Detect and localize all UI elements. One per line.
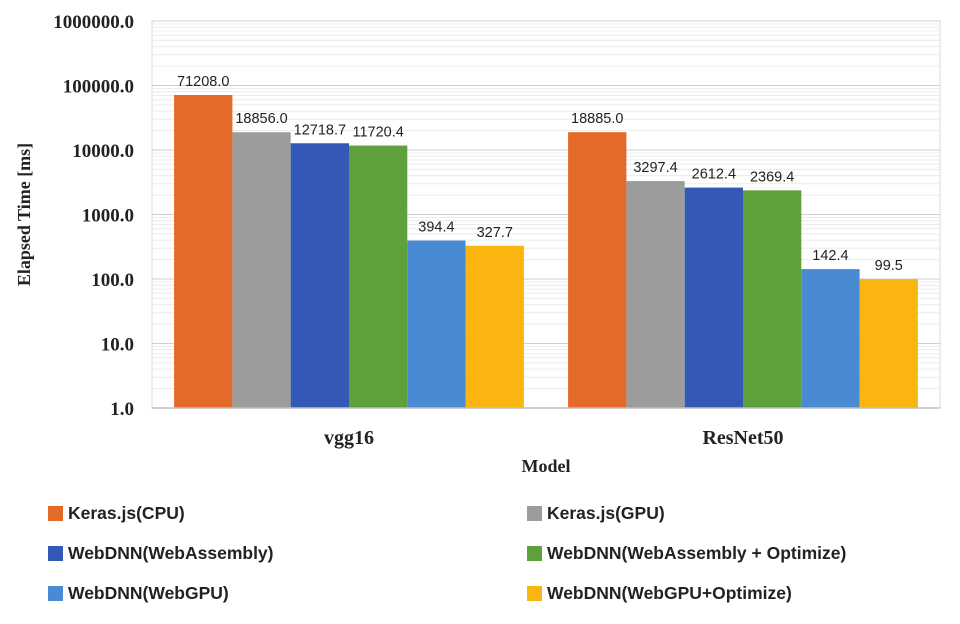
data-label: 394.4 — [418, 220, 454, 236]
legend-label: WebDNN(WebAssembly + Optimize) — [547, 543, 846, 563]
legend-swatch — [48, 506, 63, 521]
data-label: 2612.4 — [692, 167, 736, 183]
x-category-label: vgg16 — [324, 427, 374, 449]
legend-swatch — [527, 506, 542, 521]
bar — [290, 143, 349, 409]
y-tick-label: 1000000.0 — [53, 12, 134, 33]
data-label: 99.5 — [875, 258, 903, 274]
data-label: 18856.0 — [235, 111, 287, 127]
y-axis-tick-labels: 1.0 10.0 100.0 1000.0 10000.0 100000.0 1000000… — [53, 12, 134, 420]
y-tick-label: 1.0 — [110, 399, 134, 420]
data-label: 142.4 — [812, 248, 848, 264]
legend-item: Keras.js(CPU) — [48, 503, 185, 523]
data-label: 71208.0 — [177, 74, 229, 90]
legend-item: WebDNN(WebGPU+Optimize) — [527, 583, 792, 603]
bar — [684, 187, 743, 408]
y-tick-label: 100.0 — [91, 270, 134, 291]
y-tick-label: 1000.0 — [82, 206, 134, 227]
y-tick-label: 10000.0 — [72, 141, 134, 162]
legend-swatch — [527, 546, 542, 561]
legend-swatch — [48, 586, 63, 601]
legend-label: WebDNN(WebGPU+Optimize) — [547, 583, 792, 603]
data-label: 3297.4 — [633, 160, 677, 176]
legend-item: WebDNN(WebAssembly + Optimize) — [527, 543, 846, 563]
legend-label: Keras.js(GPU) — [547, 503, 665, 523]
data-labels: 71208.0 18856.0 12718.7 11720.4 394.4 327.7 18… — [177, 74, 903, 274]
legend-label: WebDNN(WebAssembly) — [68, 543, 274, 563]
legend-swatch — [527, 586, 542, 601]
y-axis-title: Elapsed Time [ms] — [14, 143, 34, 286]
legend-item: WebDNN(WebGPU) — [48, 583, 229, 603]
data-label: 18885.0 — [571, 111, 623, 127]
data-label: 12718.7 — [294, 122, 346, 138]
data-label: 327.7 — [477, 225, 513, 241]
bar — [174, 95, 233, 408]
bar — [626, 181, 685, 408]
bar — [859, 279, 918, 408]
y-tick-label: 100000.0 — [63, 77, 134, 98]
legend-item: WebDNN(WebAssembly) — [48, 543, 274, 563]
bar — [465, 245, 524, 408]
legend-item: Keras.js(GPU) — [527, 503, 665, 523]
legend-label: Keras.js(CPU) — [68, 503, 185, 523]
x-category-label: ResNet50 — [702, 427, 783, 449]
bar — [743, 190, 802, 408]
legend: Keras.js(CPU) Keras.js(GPU) WebDNN(WebAsse… — [48, 503, 846, 603]
legend-swatch — [48, 546, 63, 561]
bar — [407, 240, 466, 408]
bar — [568, 132, 627, 408]
bar — [801, 269, 860, 408]
data-label: 2369.4 — [750, 169, 794, 185]
bar — [232, 132, 291, 408]
x-axis-title: Model — [522, 456, 571, 476]
y-tick-label: 10.0 — [101, 335, 134, 356]
bar-series — [174, 95, 918, 409]
legend-label: WebDNN(WebGPU) — [68, 583, 229, 603]
bar — [349, 145, 408, 408]
x-axis-category-labels: vgg16 ResNet50 — [324, 427, 784, 449]
data-label: 11720.4 — [352, 125, 403, 141]
